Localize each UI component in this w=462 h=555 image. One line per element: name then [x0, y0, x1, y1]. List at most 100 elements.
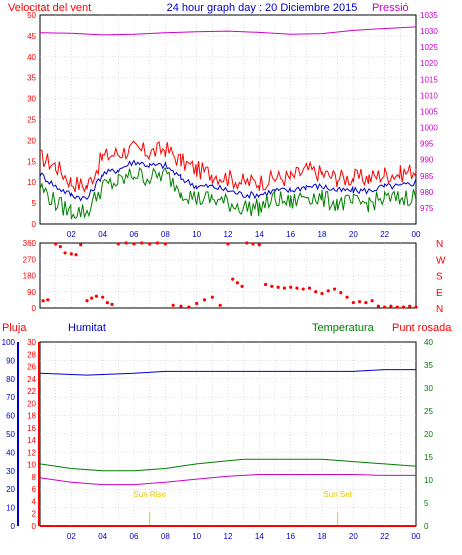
wind-y-tick: 15: [27, 157, 36, 166]
direction-point: [314, 290, 318, 294]
direction-point: [79, 243, 83, 247]
wind-panel-x-tick: 16: [286, 230, 295, 239]
direction-point: [148, 242, 152, 246]
direction-point: [245, 241, 249, 245]
climate-panel-x-tick: 20: [349, 532, 358, 541]
wind-panel-x-tick: 12: [224, 230, 233, 239]
direction-point: [179, 304, 183, 308]
pressure-y-tick: 1020: [420, 59, 438, 68]
pressure-y-tick: 995: [420, 140, 434, 149]
climate-panel-x-tick: 18: [318, 532, 327, 541]
direction-point: [202, 298, 207, 302]
humidity-y-tick: 90: [6, 356, 15, 365]
pressure-y-tick: 1015: [420, 75, 438, 84]
rain-y-tick: 0: [32, 522, 37, 531]
humidity-label: Humitat: [68, 322, 106, 334]
compass-label: N: [436, 304, 443, 315]
wind-panel-x-tick: 06: [130, 230, 139, 239]
rain-y-tick: 12: [27, 448, 36, 457]
direction-point: [90, 296, 94, 300]
direction-point: [171, 303, 175, 307]
direction-point: [85, 299, 89, 303]
humidity-y-tick: 20: [6, 485, 15, 494]
direction-point: [376, 304, 380, 308]
wind-panel-x-tick: 02: [67, 230, 76, 239]
humidity-y-tick: 0: [11, 522, 16, 531]
wind-average-line: [39, 159, 417, 202]
rain-y-tick: 28: [27, 350, 36, 359]
wind-gust-line: [39, 140, 417, 194]
rain-y-tick: 30: [27, 338, 36, 347]
wind-y-tick: 50: [27, 11, 36, 20]
rain-y-tick: 22: [27, 387, 36, 396]
sunrise-label: Sun Rise: [133, 490, 166, 499]
direction-point: [231, 277, 235, 281]
direction-point: [383, 305, 387, 309]
rain-y-tick: 8: [32, 473, 37, 482]
climate-panel-x-tick: 06: [130, 532, 139, 541]
direction-point: [240, 284, 244, 288]
humidity-y-tick: 70: [6, 393, 15, 402]
wind-panel-x-tick: 22: [380, 230, 389, 239]
pressure-line: [39, 26, 417, 36]
direction-point: [339, 291, 343, 295]
direction-point: [105, 300, 109, 305]
wind-panel-x-tick: 18: [318, 230, 327, 239]
sunset-label: Sun Set: [323, 490, 352, 499]
rain-y-tick: 4: [32, 497, 37, 506]
temperature-y-tick: 5: [424, 499, 429, 508]
direction-point: [270, 284, 274, 288]
direction-point: [110, 302, 114, 306]
direction-point: [210, 295, 214, 299]
direction-y-tick: 180: [23, 272, 37, 281]
direction-point: [276, 285, 280, 289]
wind-y-tick: 45: [27, 32, 36, 41]
direction-point: [41, 299, 45, 303]
dewpoint-label: Punt rosada: [392, 322, 452, 334]
rain-y-tick: 16: [27, 424, 36, 433]
wind-y-tick: 35: [27, 74, 36, 83]
direction-point: [195, 301, 199, 306]
direction-point: [408, 304, 412, 308]
climate-panel-x-tick: 02: [67, 532, 76, 541]
direction-point: [301, 287, 305, 291]
rain-y-tick: 14: [27, 436, 36, 445]
rain-y-tick: 10: [27, 461, 36, 470]
chart-title: 24 hour graph day : 20 Diciembre 2015: [167, 2, 358, 14]
wind-y-tick: 30: [27, 95, 36, 104]
climate-panel-x-tick: 16: [286, 532, 295, 541]
direction-point: [116, 242, 120, 246]
direction-point: [364, 300, 368, 305]
direction-point: [289, 285, 293, 289]
direction-point: [63, 251, 67, 255]
temperature-y-tick: 35: [424, 361, 433, 370]
humidity-y-tick: 80: [6, 375, 15, 384]
rain-y-tick: 2: [32, 510, 37, 519]
temperature-y-tick: 40: [424, 338, 433, 347]
temperature-y-tick: 30: [424, 384, 433, 393]
humidity-y-tick: 10: [6, 504, 15, 513]
wind-panel-x-tick: 10: [192, 230, 201, 239]
pressure-y-tick: 980: [420, 188, 434, 197]
rain-y-tick: 18: [27, 412, 36, 421]
pressure-y-tick: 1030: [420, 27, 438, 36]
wind-panel-x-tick: 14: [255, 230, 264, 239]
humidity-y-tick: 50: [6, 430, 15, 439]
direction-point: [307, 286, 312, 290]
pressure-y-tick: 1000: [420, 124, 438, 133]
direction-y-tick: 0: [32, 304, 37, 313]
climate-panel-x-tick: 22: [380, 532, 389, 541]
humidity-y-tick: 100: [2, 338, 16, 347]
humidity-line: [39, 369, 416, 376]
climate-panel-x-tick: 04: [98, 532, 107, 541]
direction-y-tick: 360: [23, 239, 37, 248]
humidity-y-tick: 30: [6, 467, 15, 476]
direction-point: [282, 286, 286, 290]
compass-label: E: [436, 288, 443, 299]
pressure-y-tick: 1035: [420, 11, 438, 20]
wind-y-tick: 10: [27, 178, 36, 187]
pressure-y-tick: 990: [420, 156, 434, 165]
direction-point: [358, 300, 362, 304]
humidity-y-tick: 60: [6, 412, 15, 421]
direction-point: [235, 281, 239, 285]
